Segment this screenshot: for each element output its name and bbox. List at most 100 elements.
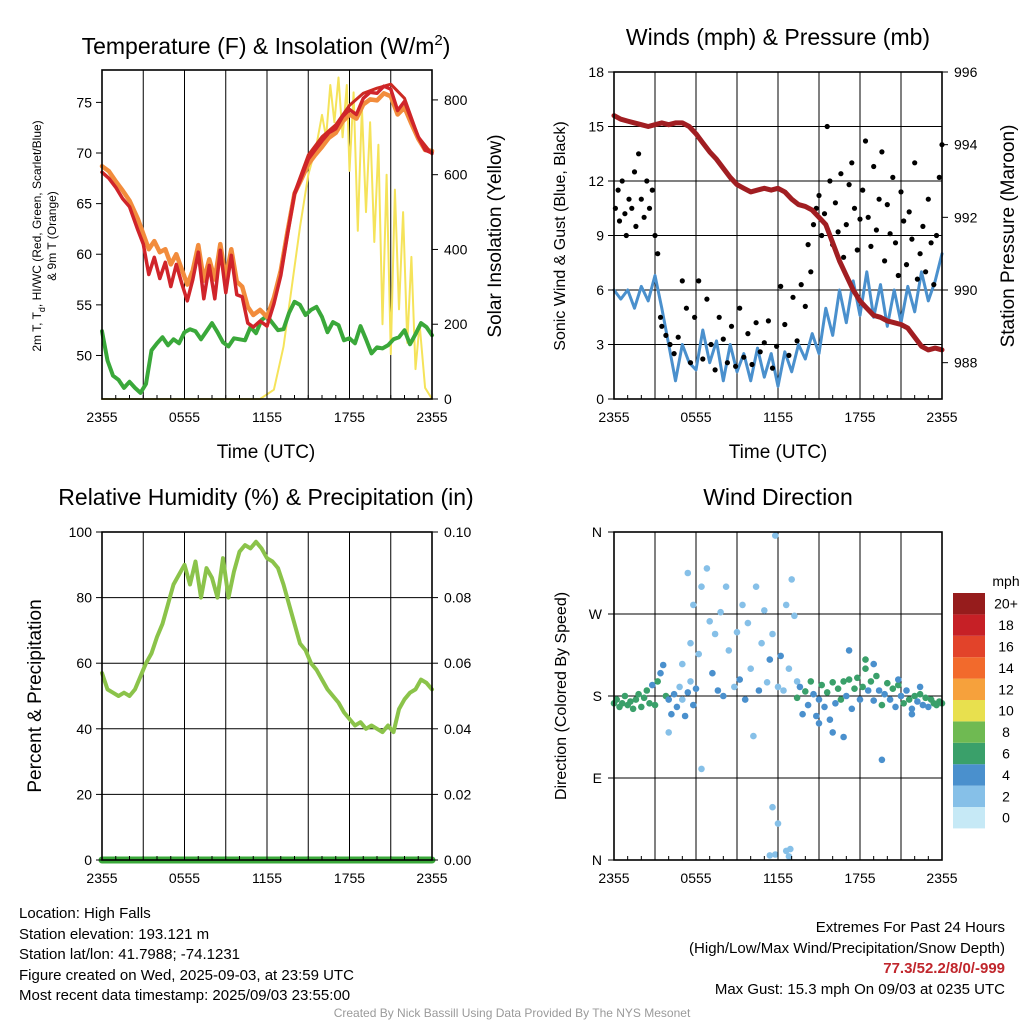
direction-point — [769, 803, 776, 811]
gust-point — [708, 341, 714, 348]
temp-2m-line — [100, 84, 434, 329]
direction-point — [919, 701, 927, 709]
gust-point — [841, 254, 847, 260]
direction-point — [862, 665, 869, 672]
direction-point — [864, 687, 872, 694]
gust-point — [652, 232, 658, 239]
direction-point — [687, 639, 694, 647]
direction-point — [665, 696, 672, 703]
direction-point — [698, 583, 705, 590]
direction-point — [621, 692, 629, 700]
direction-point — [870, 660, 877, 668]
gust-point — [728, 323, 735, 329]
direction-point — [646, 700, 653, 707]
direction-point — [777, 652, 784, 660]
direction-point — [741, 696, 749, 703]
direction-ytick-label: N — [592, 852, 602, 868]
gust-point — [882, 258, 888, 264]
gust-point — [851, 205, 858, 211]
direction-point — [758, 639, 765, 647]
colorbar-swatch — [953, 742, 985, 765]
latlon-text: Station lat/lon: 41.7988; -74.1231 — [19, 946, 241, 963]
gust-point — [626, 196, 632, 202]
humidity-ytick-label: 100 — [69, 524, 93, 540]
direction-point — [690, 601, 697, 609]
colorbar-swatch — [953, 593, 985, 615]
gust-point — [933, 232, 940, 239]
gust-point — [616, 218, 623, 224]
colorbar-label: 10 — [998, 703, 1014, 719]
gust-point — [724, 360, 731, 366]
gust-point — [700, 356, 706, 362]
direction-point — [638, 703, 645, 711]
direction-point — [761, 607, 768, 614]
direction-point — [829, 729, 836, 736]
gust-point — [802, 303, 808, 309]
direction-point — [769, 630, 776, 638]
direction-point — [772, 851, 779, 858]
direction-point — [897, 692, 905, 700]
humidity-ylabel: Percent & Precipitation — [25, 599, 46, 792]
gust-point — [798, 282, 804, 288]
gust-point — [733, 363, 739, 369]
direction-point — [845, 676, 853, 683]
insolation-y2tick-label: 600 — [444, 167, 468, 183]
gust-point — [879, 149, 885, 155]
gust-point — [649, 187, 655, 193]
direction-point — [815, 720, 823, 727]
insolation-y2tick-label: 200 — [444, 316, 468, 332]
gust-point — [816, 192, 822, 199]
winds-xlabel: Time (UTC) — [729, 442, 828, 463]
direction-point — [706, 618, 713, 625]
pressure-line — [611, 113, 945, 353]
direction-point — [649, 681, 656, 689]
gust-point — [808, 269, 814, 275]
humidity-xtick-label: 0555 — [169, 870, 200, 886]
direction-point — [889, 685, 897, 692]
gust-point — [741, 354, 747, 360]
gust-point — [644, 178, 650, 184]
gust-point — [679, 278, 685, 284]
direction-point — [747, 665, 754, 672]
colorbar-swatch — [953, 657, 985, 679]
winds-ytick-label: 18 — [588, 64, 604, 80]
temperature-xtick-label: 1155 — [252, 409, 282, 425]
direction-point — [916, 683, 924, 691]
direction-point — [659, 661, 667, 669]
direction-point — [766, 852, 774, 859]
winds-ytick-label: 12 — [588, 173, 604, 189]
precip-y2tick-label: 0.10 — [444, 524, 471, 540]
humidity-ytick-label: 60 — [76, 655, 92, 671]
gust-point — [838, 171, 844, 177]
colorbar-swatch — [953, 721, 985, 743]
colorbar-label: 16 — [998, 639, 1014, 655]
direction-point — [843, 692, 850, 700]
direction-point — [725, 647, 733, 654]
gust-point — [876, 196, 882, 202]
temperature-ytick-label: 65 — [76, 196, 92, 212]
direction-point — [903, 687, 910, 694]
direction-point — [810, 690, 817, 698]
temperature-xtick-label: 0555 — [169, 409, 200, 425]
direction-point — [785, 665, 793, 672]
direction-point — [878, 701, 886, 709]
gust-point — [912, 160, 918, 166]
gust-point — [906, 209, 912, 215]
colorbar-swatch — [953, 700, 985, 722]
direction-point — [714, 687, 722, 694]
direction-point — [813, 712, 820, 720]
gust-point — [860, 187, 866, 193]
direction-point — [679, 660, 686, 668]
rh-line — [100, 539, 434, 735]
direction-point — [823, 689, 831, 696]
direction-point — [916, 690, 924, 698]
gust-point — [931, 282, 937, 288]
humidity-ytick-label: 20 — [76, 786, 92, 802]
direction-point — [618, 700, 626, 707]
direction-point — [687, 678, 694, 685]
gust-point — [633, 223, 639, 229]
humidity-title: Relative Humidity (%) & Precipitation (i… — [58, 484, 473, 510]
gust-point — [821, 211, 828, 217]
direction-point — [665, 729, 672, 736]
gust-point — [819, 232, 825, 239]
